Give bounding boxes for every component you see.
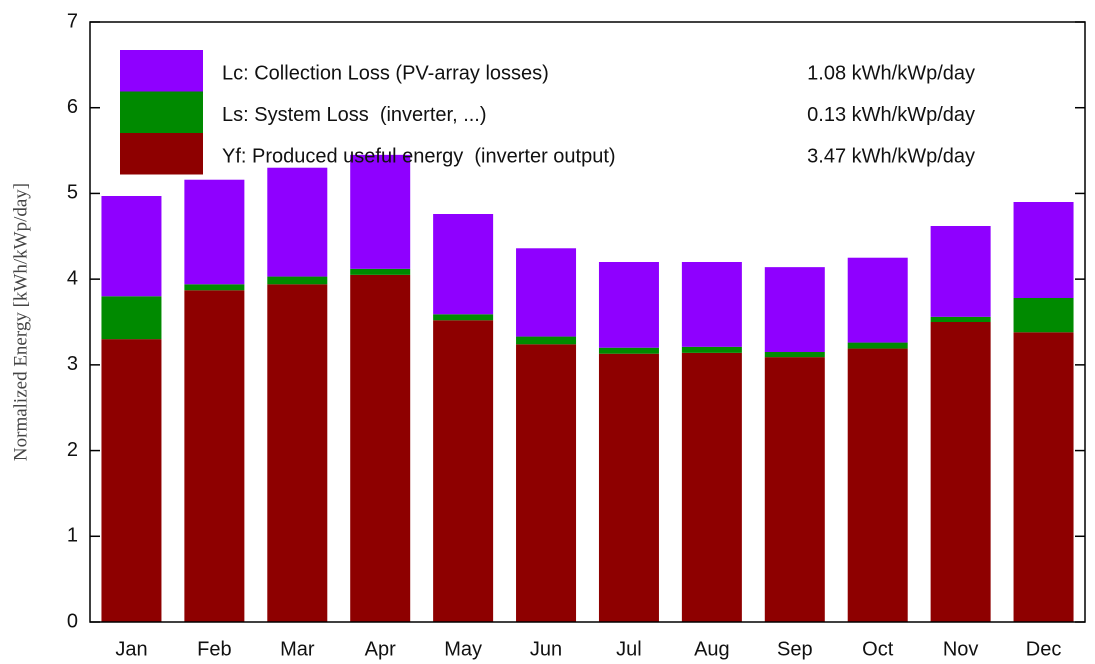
bar-segment: [433, 320, 494, 622]
bar-segment: [101, 339, 162, 622]
bar-segment: [764, 267, 825, 352]
y-tick-label: 1: [67, 525, 78, 547]
bar-segment: [847, 257, 908, 343]
legend-note: 3.47 kWh/kWp/day: [807, 145, 975, 167]
y-tick-label: 0: [67, 610, 78, 632]
bar-segment: [598, 262, 659, 348]
bar-segment: [101, 196, 162, 297]
legend-swatch: [120, 91, 203, 133]
bar-segment: [1013, 332, 1074, 622]
bar-segment: [1013, 202, 1074, 298]
legend-swatch: [120, 133, 203, 175]
y-tick-label: 4: [67, 267, 78, 289]
bar-segment: [184, 179, 245, 285]
legend-note: 1.08 kWh/kWp/day: [807, 62, 975, 84]
bar-segment: [516, 344, 577, 622]
bar-segment: [847, 342, 908, 349]
x-tick-label: Oct: [862, 638, 894, 660]
bar-segment: [598, 347, 659, 354]
x-tick-label: Jun: [530, 638, 562, 660]
x-tick-label: Jul: [616, 638, 642, 660]
bar-segment: [1013, 298, 1074, 333]
x-tick-label: Nov: [943, 638, 979, 660]
legend-label: Yf: Produced useful energy (inverter out…: [222, 145, 616, 167]
bar-segment: [350, 268, 411, 275]
y-axis-label: Normalized Energy [kWh/kWp/day]: [10, 183, 31, 461]
bar-segment: [267, 276, 328, 285]
bar-segment: [930, 316, 991, 322]
x-tick-label: May: [444, 638, 482, 660]
bar-segment: [681, 346, 742, 353]
bar-segment: [764, 352, 825, 358]
legend-swatch: [120, 50, 203, 92]
bar-segment: [764, 357, 825, 622]
bar-segment: [267, 167, 328, 277]
legend-label: Lc: Collection Loss (PV-array losses): [222, 62, 549, 84]
bar-segment: [350, 274, 411, 622]
bar-segment: [930, 226, 991, 317]
bar-segment: [516, 248, 577, 337]
y-tick-label: 7: [67, 10, 78, 32]
bar-segment: [350, 154, 411, 269]
y-tick-label: 6: [67, 96, 78, 118]
y-tick-label: 5: [67, 182, 78, 204]
x-tick-label: Aug: [694, 638, 730, 660]
x-tick-label: Apr: [365, 638, 396, 660]
bar-segment: [433, 314, 494, 321]
x-tick-label: Mar: [280, 638, 315, 660]
bar-segment: [433, 214, 494, 315]
bar-segment: [184, 284, 245, 291]
x-tick-label: Sep: [777, 638, 813, 660]
bar-segment: [598, 353, 659, 622]
x-tick-label: Dec: [1026, 638, 1062, 660]
y-tick-label: 3: [67, 353, 78, 375]
bar-segment: [101, 296, 162, 340]
bar-segment: [681, 352, 742, 622]
bar-segment: [681, 262, 742, 347]
x-tick-label: Feb: [197, 638, 231, 660]
legend-label: Ls: System Loss (inverter, ...): [222, 104, 487, 126]
bar-segment: [516, 336, 577, 345]
plot-frame: [89, 21, 1086, 623]
bar-segment: [930, 322, 991, 622]
legend-note: 0.13 kWh/kWp/day: [807, 104, 975, 126]
bar-segment: [267, 284, 328, 622]
x-tick-label: Jan: [115, 638, 147, 660]
bar-segment: [184, 290, 245, 622]
y-tick-label: 2: [67, 439, 78, 461]
bar-segment: [847, 348, 908, 622]
